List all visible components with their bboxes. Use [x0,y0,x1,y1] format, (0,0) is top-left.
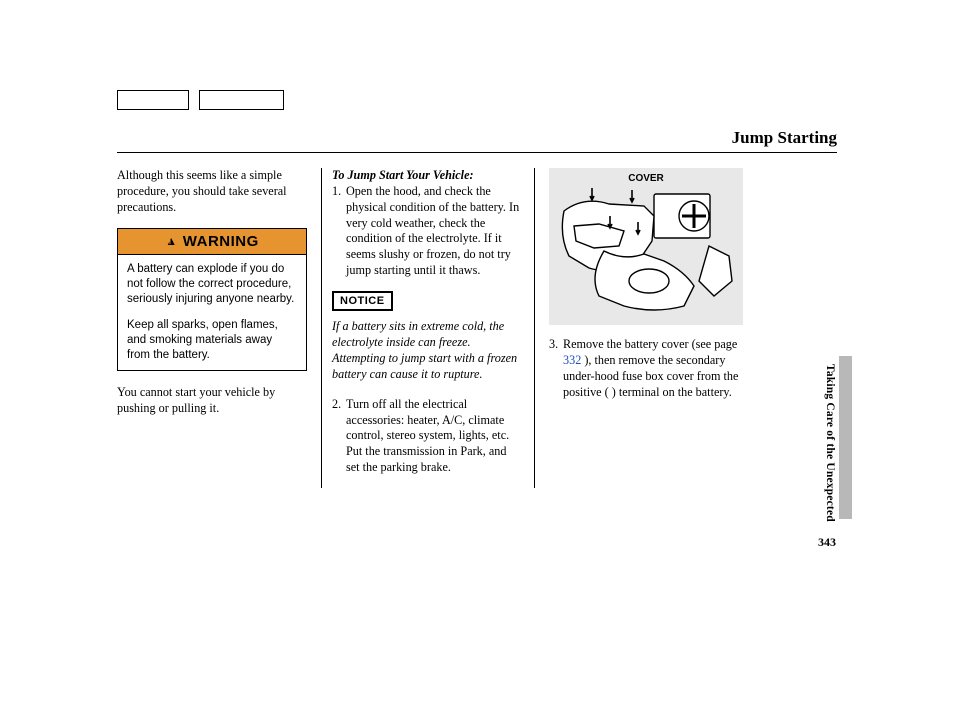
step-3-text-b: ), then remove the secondary under-hood … [563,353,738,399]
warning-header: ▲!WARNING [118,229,306,256]
step-3-text-a: Remove the battery cover (see page [563,337,737,351]
page-container: Jump Starting Although this seems like a… [88,20,866,602]
nav-box-1[interactable] [117,90,189,110]
after-warning-paragraph: You cannot start your vehicle by pushing… [117,385,307,417]
procedure-heading-row: To Jump Start Your Vehicle: [332,168,520,184]
nav-box-2[interactable] [199,90,284,110]
column-2: To Jump Start Your Vehicle: 1. Open the … [321,168,534,488]
side-tab [839,356,852,519]
step-2: 2. Turn off all the electrical accessori… [332,397,520,476]
top-nav-boxes [117,90,284,110]
notice-label: NOTICE [332,291,393,311]
battery-illustration: COVER [549,168,743,325]
procedure-subheading: To Jump Start Your Vehicle: [332,168,474,182]
engine-diagram-icon [554,186,738,322]
column-1: Although this seems like a simple proced… [117,168,321,488]
warning-text-2: Keep all sparks, open flames, and smokin… [127,318,297,364]
intro-paragraph: Although this seems like a simple proced… [117,168,307,216]
warning-header-text: WARNING [183,233,259,250]
step-2-body: Turn off all the electrical accessories:… [346,397,520,476]
step-3: 3. Remove the battery cover (see page 33… [549,337,744,400]
step-1-number: 1. [332,184,346,279]
content-columns: Although this seems like a simple proced… [117,168,811,488]
column-3: COVER [534,168,744,488]
page-link-332[interactable]: 332 [563,353,581,367]
page-number: 343 [818,535,836,550]
title-row: Jump Starting [117,128,837,153]
step-1: 1. Open the hood, and check the physical… [332,184,520,279]
notice-row: NOTICE [332,291,520,319]
notice-text: If a battery sits in extreme cold, the e… [332,319,520,382]
step-2-number: 2. [332,397,346,476]
step-3-body: Remove the battery cover (see page 332 )… [563,337,744,400]
illustration-cover-label: COVER [628,172,664,185]
section-side-label: Taking Care of the Unexpected [824,364,836,522]
step-3-number: 3. [549,337,563,400]
step-1-body: Open the hood, and check the physical co… [346,184,520,279]
warning-box: ▲!WARNING A battery can explode if you d… [117,228,307,372]
warning-body: A battery can explode if you do not foll… [118,255,306,370]
page-title: Jump Starting [732,128,837,147]
warning-triangle-icon: ▲! [165,234,181,250]
warning-text-1: A battery can explode if you do not foll… [127,262,297,308]
